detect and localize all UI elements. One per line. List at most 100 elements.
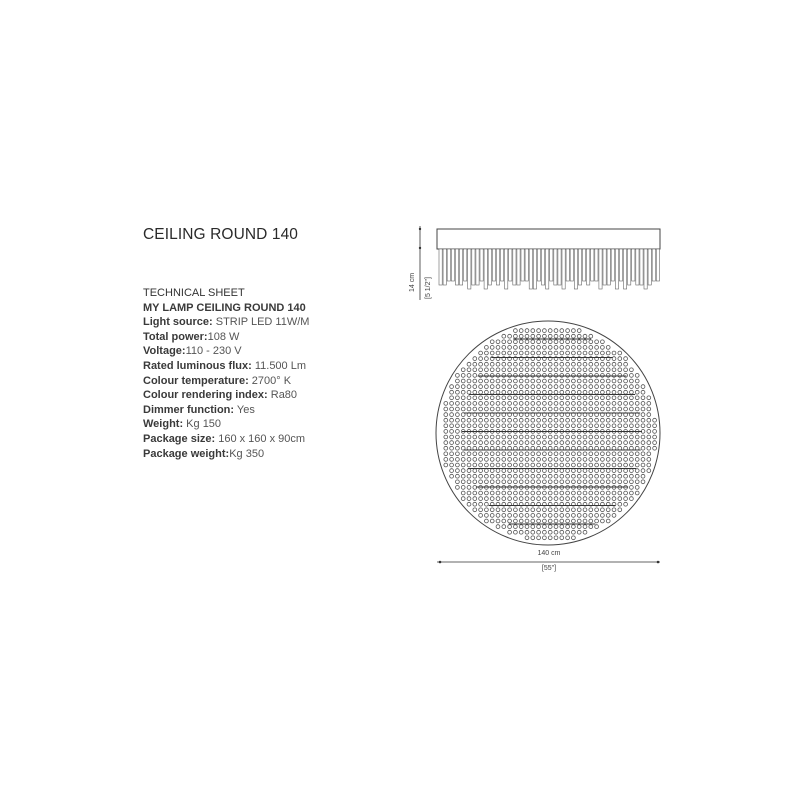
crystal-dot xyxy=(466,417,472,423)
crystal-dot xyxy=(507,479,512,485)
spec-row: Weight: Kg 150 xyxy=(143,417,309,432)
crystal-dot xyxy=(460,395,466,401)
crystal-dot xyxy=(629,395,634,401)
crystal-dot xyxy=(600,468,605,473)
crystal-dot xyxy=(484,378,489,384)
crystal-dot xyxy=(484,507,489,513)
crystal-dot xyxy=(460,473,466,479)
crystal-dot xyxy=(495,417,501,423)
crystal-dot xyxy=(484,434,489,440)
crystal-dot xyxy=(518,417,524,423)
crystal-dot xyxy=(559,507,565,513)
crystal-dot xyxy=(623,389,628,395)
crystal-dot xyxy=(594,457,599,462)
crystal-dot xyxy=(576,490,582,496)
crystal-dot xyxy=(455,434,460,440)
crystal-dot xyxy=(513,457,518,462)
crystal-dot xyxy=(455,384,460,389)
crystal-dot xyxy=(634,423,640,429)
crystal-dot xyxy=(582,333,588,339)
crystal-dot xyxy=(617,507,623,513)
crystal-dot xyxy=(524,333,530,339)
crystal-dot xyxy=(542,518,547,524)
crystal-dot xyxy=(605,395,611,401)
spec-label: Package weight: xyxy=(143,447,230,460)
crystal-dot xyxy=(495,378,501,384)
crystal-dot xyxy=(553,490,559,496)
crystal-dot xyxy=(524,457,530,462)
crystal-dot xyxy=(576,401,582,406)
crystal-dot xyxy=(623,490,628,496)
crystal-dot xyxy=(605,451,611,457)
crystal-dot xyxy=(484,479,489,485)
crystal-dot xyxy=(478,373,483,378)
crystal-dot xyxy=(472,389,478,395)
crystal-dot xyxy=(565,529,570,535)
crystal-dot xyxy=(600,513,605,518)
crystal-dot xyxy=(507,361,512,367)
crystal-dot xyxy=(524,518,530,524)
crystal-dot xyxy=(507,451,512,457)
crystal-dot xyxy=(576,518,582,524)
crystal-rod xyxy=(516,248,521,286)
crystal-dot xyxy=(478,395,483,401)
crystal-dot xyxy=(495,462,501,468)
crystal-dot xyxy=(518,361,524,367)
crystal-dot xyxy=(600,401,605,406)
crystal-dot xyxy=(634,395,640,401)
crystal-dot xyxy=(472,479,478,485)
crystal-dot xyxy=(605,440,611,445)
crystal-dot xyxy=(600,417,605,423)
crystal-dot xyxy=(501,496,507,501)
crystal-dot xyxy=(501,468,507,473)
crystal-dot xyxy=(565,451,570,457)
crystal-dot xyxy=(582,479,588,485)
crystal-dot xyxy=(524,384,530,389)
crystal-dot xyxy=(542,339,547,345)
crystal-dot xyxy=(600,490,605,496)
crystal-rod xyxy=(459,248,464,286)
crystal-dot xyxy=(495,339,501,345)
crystal-dot xyxy=(611,389,617,395)
crystal-dot xyxy=(513,496,518,501)
crystal-dot xyxy=(495,490,501,496)
crystal-dot xyxy=(501,356,507,361)
crystal-dot xyxy=(489,367,495,373)
crystal-dot xyxy=(611,406,617,412)
crystal-dot xyxy=(524,350,530,356)
crystal-dot xyxy=(617,373,623,378)
crystal-dot xyxy=(553,339,559,345)
crystal-dot xyxy=(460,434,466,440)
crystal-dot xyxy=(518,473,524,479)
crystal-dot xyxy=(594,507,599,513)
crystal-dot xyxy=(576,451,582,457)
crystal-dot xyxy=(472,457,478,462)
crystal-dot xyxy=(571,535,576,541)
crystal-dot xyxy=(617,423,623,429)
crystal-dot xyxy=(478,356,483,361)
crystal-dot xyxy=(501,518,507,524)
crystal-dot xyxy=(565,406,570,412)
crystal-dot xyxy=(605,384,611,389)
crystal-dot xyxy=(460,440,466,445)
crystal-dot xyxy=(547,423,553,429)
crystal-dot xyxy=(640,434,646,440)
crystal-dot xyxy=(542,451,547,457)
crystal-dot xyxy=(542,345,547,350)
crystal-dot xyxy=(553,367,559,373)
crystal-dot xyxy=(524,367,530,373)
technical-sheet: TECHNICAL SHEET MY LAMP CEILING ROUND 14… xyxy=(143,286,309,461)
crystal-dot xyxy=(565,501,570,507)
crystal-dot xyxy=(553,529,559,535)
crystal-dot xyxy=(640,417,646,423)
crystal-dot xyxy=(576,513,582,518)
crystal-dot xyxy=(443,451,449,457)
crystal-dot xyxy=(605,457,611,462)
crystal-dot xyxy=(542,513,547,518)
crystal-dot xyxy=(524,378,530,384)
crystal-dot xyxy=(594,378,599,384)
crystal-rod xyxy=(573,248,578,290)
crystal-dot xyxy=(547,389,553,395)
crystal-dot xyxy=(646,434,652,440)
crystal-dot xyxy=(553,417,559,423)
